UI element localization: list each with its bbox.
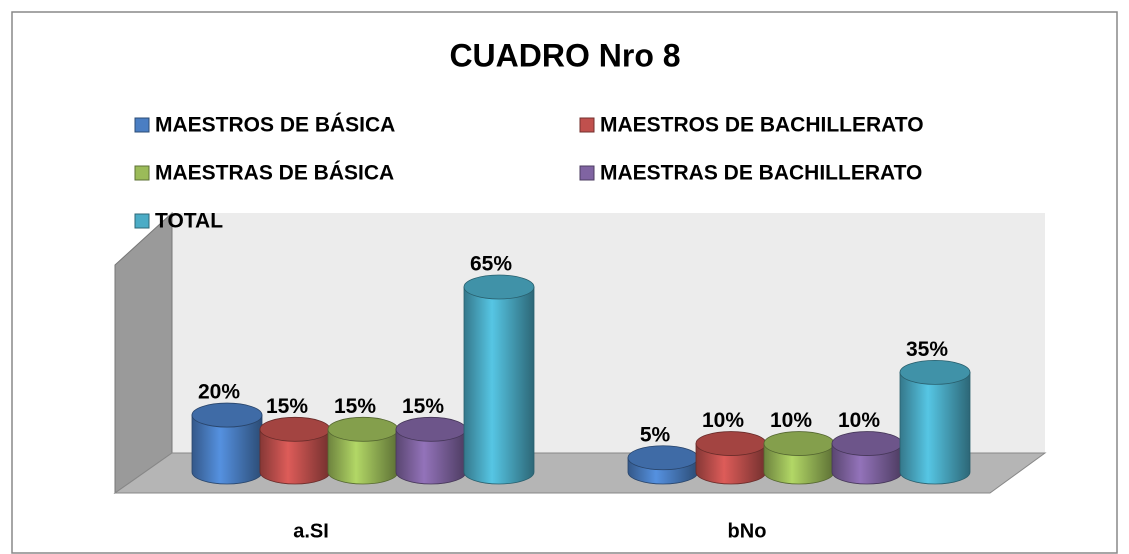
cylinder-body <box>463 286 535 485</box>
cylinder-top <box>191 402 263 428</box>
data-label: 10% <box>702 409 744 432</box>
legend-label: MAESTRAS DE BACHILLERATO <box>600 162 922 185</box>
x-tick-label: bNo <box>728 520 767 542</box>
legend-label: MAESTROS DE BÁSICA <box>155 114 395 137</box>
cylinder-body <box>899 371 971 485</box>
data-label: 15% <box>402 395 444 418</box>
data-label: 35% <box>906 338 948 361</box>
cylinder-top <box>899 359 971 385</box>
cylinder-top <box>627 445 699 471</box>
legend-label: TOTAL <box>155 210 223 233</box>
cylinder-top <box>259 416 331 442</box>
data-label: 65% <box>470 253 512 276</box>
legend-swatch <box>579 165 595 181</box>
back-wall <box>172 213 1045 453</box>
data-label: 20% <box>198 381 240 404</box>
legend-swatch <box>134 165 150 181</box>
data-label: 5% <box>640 423 671 446</box>
cylinder-top <box>395 416 467 442</box>
cylinder-top <box>327 416 399 442</box>
cylinder-top <box>763 431 835 456</box>
x-tick-label: a.SI <box>293 520 329 542</box>
legend-swatch <box>134 213 150 229</box>
legend-swatch <box>134 117 150 133</box>
cylinder-top <box>695 431 767 456</box>
legend-swatch <box>579 117 595 133</box>
cylinder-top <box>463 274 535 300</box>
legend-label: MAESTROS DE BACHILLERATO <box>600 114 924 137</box>
chart-title: CUADRO Nro 8 <box>449 37 680 73</box>
data-label: 15% <box>334 395 376 418</box>
data-label: 10% <box>838 409 880 432</box>
cylinder-top <box>831 431 903 456</box>
legend-label: MAESTRAS DE BÁSICA <box>155 162 394 185</box>
data-label: 10% <box>770 409 812 432</box>
data-label: 15% <box>266 395 308 418</box>
